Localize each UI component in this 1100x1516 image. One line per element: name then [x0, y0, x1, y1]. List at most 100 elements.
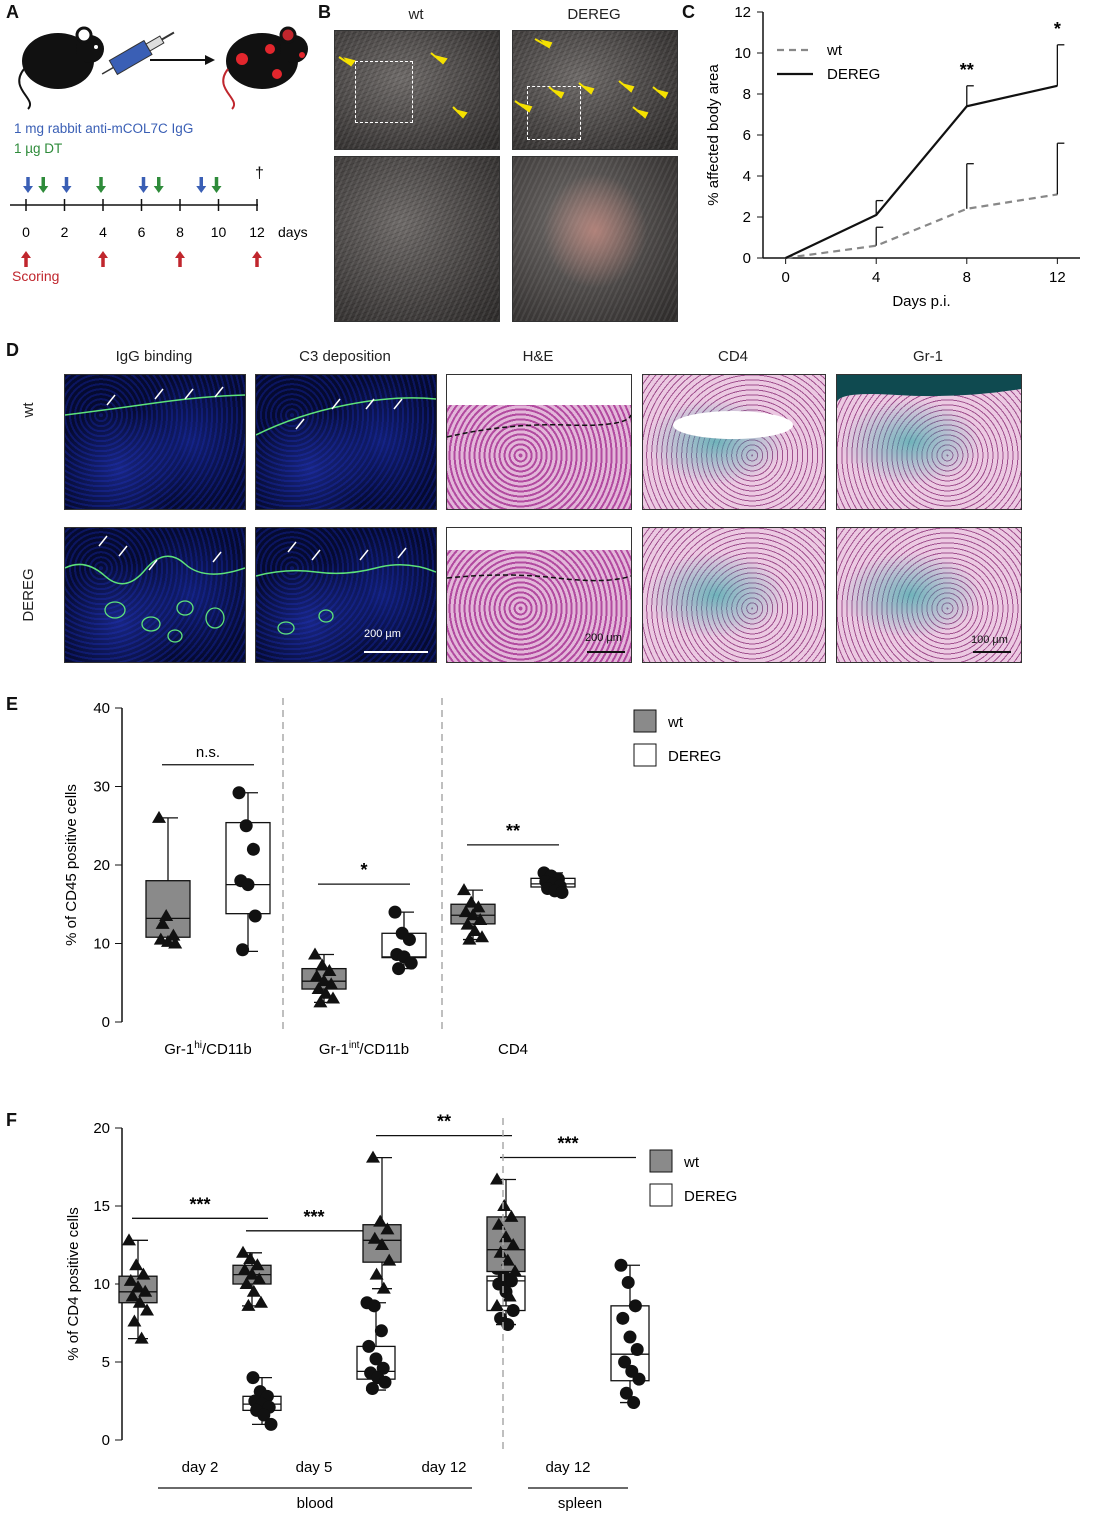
data-point-circle [246, 842, 260, 856]
antibody-arrow-icon [61, 177, 72, 193]
y-tick-label: 30 [93, 779, 110, 796]
y-tick-label: 20 [93, 857, 110, 874]
data-point-triangle [490, 1298, 504, 1311]
data-point-triangle [475, 930, 489, 943]
chart-e-cd45: 0 10 20 30 40 % of CD45 positive cells n.s. Gr-… [63, 698, 721, 1058]
photo-dereg-zoom [512, 156, 678, 322]
box-wt [450, 883, 496, 945]
panel-label-e: E [6, 694, 19, 714]
group-label: Gr-1int/CD11b [319, 1040, 409, 1058]
data-point-triangle [131, 1280, 145, 1293]
syringe-icon [101, 31, 175, 76]
data-point-triangle [245, 1267, 259, 1280]
y-tick-label: 0 [102, 1432, 110, 1449]
box-dereg [356, 1296, 396, 1396]
data-point-triangle [366, 1150, 380, 1163]
series-line-dereg [785, 84, 1058, 259]
box-dereg [242, 1371, 282, 1431]
data-point-circle [374, 1324, 388, 1338]
legend-label-wt: wt [667, 714, 684, 731]
y-tick-label: 2 [743, 209, 751, 226]
legend-label: wt [826, 42, 843, 59]
scoring-arrow-icon [175, 251, 185, 267]
timeline-unit: days [278, 224, 308, 240]
data-point-triangle [382, 1253, 397, 1266]
column-header-igg-binding: IgG binding [115, 348, 193, 365]
data-point-circle [392, 962, 406, 976]
box-wt [232, 1245, 272, 1311]
data-point-triangle [252, 1272, 267, 1285]
data-point-triangle [250, 1258, 265, 1271]
data-point-circle [621, 1275, 635, 1289]
data-point-triangle [502, 1289, 517, 1302]
img-dereg-c3: 200 µm [255, 527, 437, 663]
box-wt [118, 1233, 158, 1344]
panel-a-schematic: 1 mg rabbit anti-mCOL7C IgG 1 µg DT † 0 2… [10, 26, 308, 284]
column-header-wt: wt [408, 6, 424, 23]
scoring-arrows [21, 251, 262, 267]
scale-bar-label: 200 µm [585, 632, 622, 644]
box-dereg [530, 866, 576, 899]
group-label: Gr-1hi/CD11b [164, 1040, 252, 1058]
data-point-circle [362, 1339, 376, 1353]
mouse-icon [18, 26, 104, 110]
data-point-triangle [311, 982, 326, 995]
data-point-circle [616, 1311, 630, 1325]
y-tick-label: 10 [93, 1276, 110, 1293]
data-point-triangle [373, 1214, 388, 1227]
column-header-c3-deposition: C3 deposition [299, 348, 391, 365]
y-tick-label: 40 [93, 700, 110, 717]
data-point-triangle [254, 1295, 268, 1308]
column-header-gr-1: Gr-1 [913, 348, 943, 365]
y-tick-label: 12 [734, 4, 751, 21]
photo-wt-zoom [334, 156, 500, 322]
data-point-triangle [152, 810, 166, 823]
data-point-triangle [375, 1238, 389, 1250]
data-point-triangle [506, 1238, 521, 1250]
data-point-triangle [322, 963, 337, 976]
img-wt-c3 [255, 374, 437, 510]
box-wt [362, 1150, 402, 1294]
photo-wt-overview [334, 30, 500, 150]
y-axis-label: % affected body area [705, 64, 722, 206]
data-point-circle [630, 1343, 644, 1357]
data-point-circle [627, 1396, 641, 1410]
y-tick-label: 5 [102, 1354, 110, 1371]
y-tick-label: 0 [743, 250, 751, 267]
data-point-triangle [473, 912, 488, 925]
data-point-triangle [380, 1222, 395, 1235]
dt-arrow-icon [211, 177, 222, 193]
data-point-circle [614, 1258, 628, 1272]
data-point-circle [402, 933, 416, 947]
data-point-triangle [471, 900, 486, 913]
scale-bar-label: 200 µm [364, 628, 401, 640]
y-tick-label: 20 [93, 1120, 110, 1137]
data-point-circle [404, 956, 418, 970]
data-point-triangle [309, 969, 324, 982]
significance-mark: ** [960, 60, 974, 80]
dagger-symbol: † [255, 165, 264, 182]
scoring-arrow-icon [98, 251, 108, 267]
column-header-h-e: H&E [522, 348, 554, 365]
data-point-circle [232, 786, 246, 800]
data-point-circle [241, 878, 255, 892]
data-point-triangle [313, 995, 328, 1008]
row-label-wt: wt [20, 402, 37, 418]
data-point-triangle [127, 1314, 142, 1327]
legend-swatch-dereg [633, 743, 657, 767]
legend-label: DEREG [827, 66, 880, 83]
antibody-arrow-icon [138, 177, 149, 193]
chart-c-affected-area: 0 2 4 6 8 10 12 0 4 8 12 Days p.i. % affected body a… [705, 4, 1080, 310]
panel-label-b: B [318, 2, 331, 22]
legend-swatch-dereg [649, 1183, 673, 1207]
significance-mark: *** [557, 1133, 578, 1153]
dt-arrow-icon [38, 177, 49, 193]
timeline-tick-label: 2 [61, 224, 69, 240]
img-wt-he [446, 374, 632, 510]
box-dereg [381, 905, 427, 976]
significance-mark: ** [437, 1112, 451, 1132]
y-tick-label: 6 [743, 127, 751, 144]
data-point-circle [264, 1417, 278, 1431]
y-tick-label: 0 [102, 1014, 110, 1031]
photo-dereg-overview [512, 30, 678, 150]
